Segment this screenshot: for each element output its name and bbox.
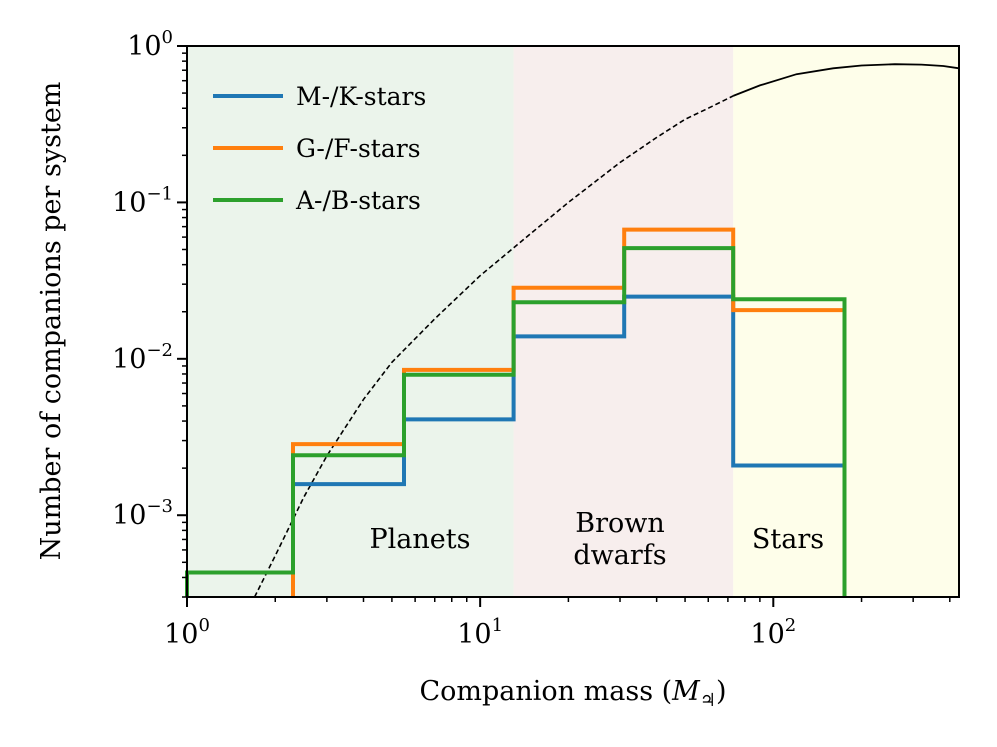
x-tick-label-0: 100 [164, 615, 210, 650]
histogram-series [185, 227, 847, 597]
y-tick-exp: −2 [146, 340, 173, 361]
legend-label-1: G-/F-stars [296, 134, 421, 163]
plot-frame [186, 45, 960, 598]
region-label-line: Planets [370, 524, 471, 555]
y-tick-exp: −3 [146, 496, 173, 517]
y-tick-label-1: 10−1 [112, 183, 173, 218]
x-tick-base: 10 [457, 619, 491, 650]
region-label-0: Planets [370, 524, 471, 555]
model-curve [253, 63, 960, 598]
y-tick-exp: 0 [162, 27, 173, 48]
model-curve-dashed [253, 95, 734, 598]
y-tick-base: 10 [112, 187, 146, 218]
series-1-steps [291, 227, 847, 597]
region-label-line: Stars [752, 524, 824, 555]
y-tick-label-2: 10−2 [112, 340, 173, 375]
y-tick-label-0: 100 [127, 27, 173, 62]
x-tick-label-2: 102 [750, 615, 796, 650]
y-tick-base: 10 [112, 344, 146, 375]
y-tick-label-3: 10−3 [112, 496, 173, 531]
y-tick-base: 10 [127, 31, 161, 62]
region-labels: Planets Brown dwarfs Stars [370, 508, 825, 571]
x-axis-label: Companion mass (M♃) [419, 676, 726, 711]
y-tick-exp: −1 [146, 183, 173, 204]
x-tick-exp: 1 [492, 615, 503, 636]
region-label-1: Brown dwarfs [573, 508, 666, 571]
region-label-line: dwarfs [573, 540, 666, 571]
region-0 [187, 46, 514, 597]
x-axis-label-close: ) [716, 676, 727, 707]
legend-label-0: M-/K-stars [296, 82, 426, 111]
x-tick-base: 10 [164, 619, 198, 650]
x-axis-label-text: Companion mass ( [419, 676, 672, 707]
legend-label-2: A-/B-stars [295, 186, 421, 215]
x-tick-label-1: 101 [457, 615, 503, 650]
series-2-steps [185, 246, 847, 597]
region-label-line: Brown [575, 508, 665, 539]
x-axis-label-symbol: M [671, 676, 701, 707]
y-axis-label: Number of companions per system [36, 82, 67, 561]
region-label-2: Stars [752, 524, 824, 555]
x-axis-label-subscript: ♃ [700, 690, 716, 711]
legend: M-/K-stars G-/F-stars A-/B-stars [213, 82, 426, 215]
x-tick-base: 10 [750, 619, 784, 650]
model-curve-solid [732, 63, 960, 97]
series-0-steps [291, 294, 847, 597]
y-tick-base: 10 [112, 500, 146, 531]
x-tick-exp: 2 [785, 615, 796, 636]
x-tick-exp: 0 [198, 615, 209, 636]
